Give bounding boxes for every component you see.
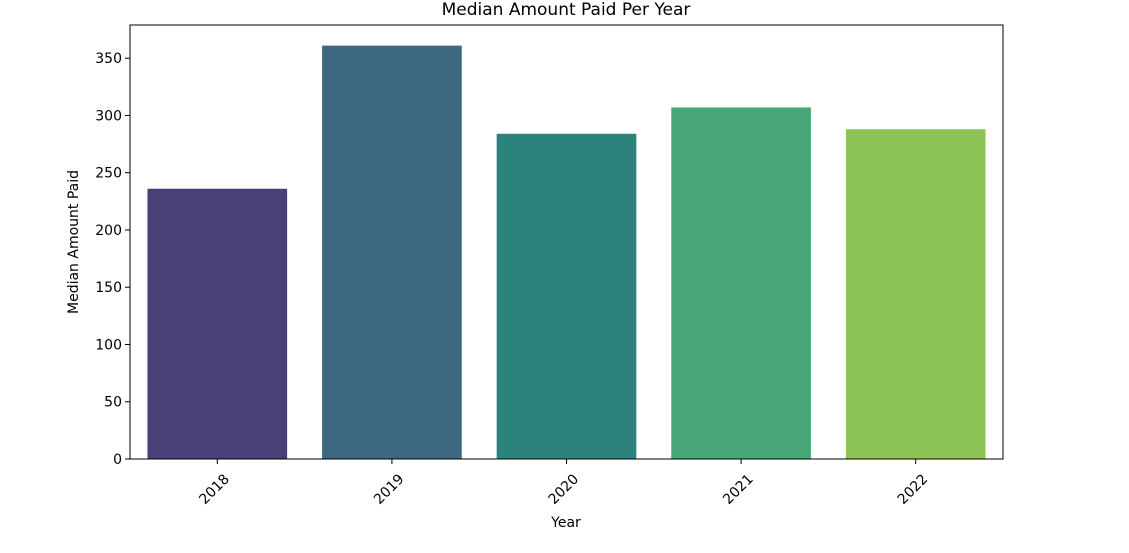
plot-frame bbox=[129, 24, 1004, 460]
y-tick-label: 250 bbox=[95, 166, 122, 182]
x-tick-label: 2021 bbox=[720, 471, 757, 508]
x-tick-label: 2020 bbox=[546, 471, 583, 508]
bar-2022 bbox=[845, 129, 986, 459]
x-tick-label: 2022 bbox=[895, 471, 932, 508]
x-tick-label: 2018 bbox=[196, 471, 233, 508]
y-tick-label: 200 bbox=[95, 223, 122, 239]
y-tick-label: 50 bbox=[104, 395, 122, 411]
chart-title: Median Amount Paid Per Year bbox=[442, 0, 691, 20]
bar-2018 bbox=[147, 188, 288, 459]
x-axis-label: Year bbox=[550, 515, 581, 531]
y-tick-label: 150 bbox=[95, 280, 122, 296]
bars-group bbox=[147, 45, 986, 460]
bar-2021 bbox=[671, 107, 811, 459]
x-tick-label: 2019 bbox=[371, 471, 408, 508]
y-tick-label: 0 bbox=[113, 452, 122, 468]
y-axis-label: Median Amount Paid bbox=[66, 170, 82, 314]
bar-2019 bbox=[322, 45, 462, 460]
y-tick-label: 100 bbox=[95, 337, 122, 353]
y-tick-label: 300 bbox=[95, 108, 122, 124]
y-tick-label: 350 bbox=[95, 51, 122, 67]
y-axis: 0 50 100 150 200 250 300 350 bbox=[95, 51, 130, 468]
x-axis: 2018 2019 2020 2021 2022 bbox=[196, 459, 931, 508]
bar-2020 bbox=[496, 133, 637, 459]
